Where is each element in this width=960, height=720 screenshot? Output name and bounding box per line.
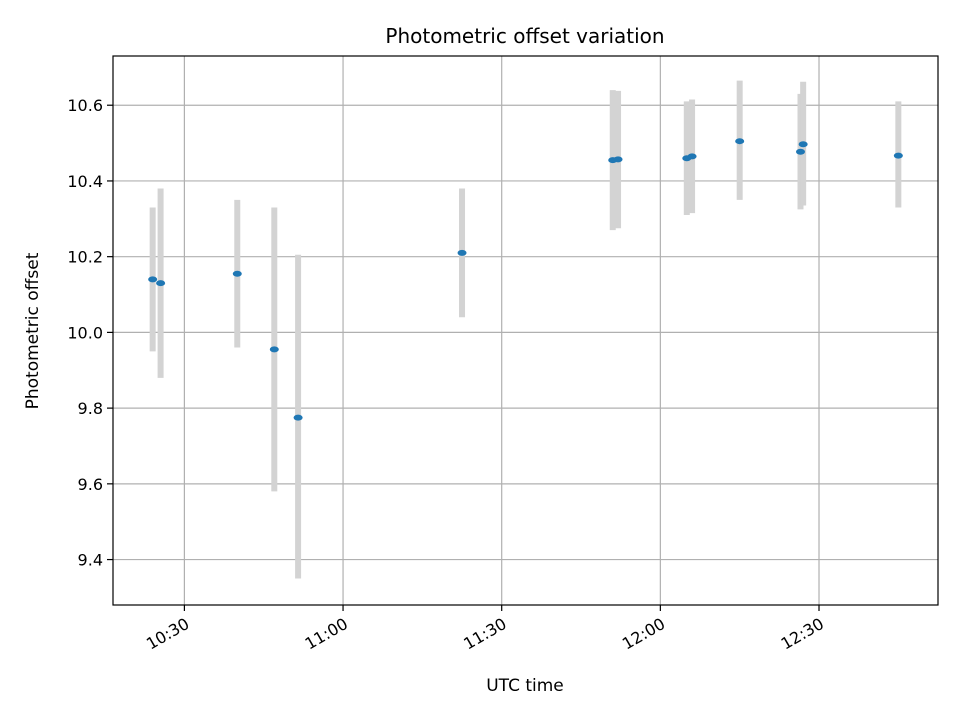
y-tick-label: 10.4 xyxy=(67,172,103,191)
data-point xyxy=(232,270,242,277)
data-point xyxy=(269,346,279,353)
data-point xyxy=(457,249,467,256)
data-point xyxy=(796,148,805,155)
data-point xyxy=(687,153,697,160)
y-axis-ticks: 9.4 9.6 9.8 10.0 10.2 10.4 10.6 xyxy=(67,96,113,570)
y-tick-label: 10.2 xyxy=(67,248,103,267)
x-axis-label: UTC time xyxy=(486,676,564,696)
data-point xyxy=(148,276,158,283)
data-point xyxy=(156,280,166,287)
data-point xyxy=(613,156,623,163)
y-tick-label: 9.4 xyxy=(78,551,103,570)
y-tick-label: 10.6 xyxy=(67,96,103,115)
y-tick-label: 10.0 xyxy=(67,323,103,342)
data-point xyxy=(893,152,903,159)
data-point xyxy=(735,138,745,145)
data-point xyxy=(293,414,303,421)
plot-frame xyxy=(112,55,939,606)
y-tick-label: 9.6 xyxy=(78,475,103,494)
data-points xyxy=(148,138,903,421)
data-point xyxy=(798,141,808,148)
y-tick-label: 9.8 xyxy=(78,399,103,418)
chart-title: Photometric offset variation xyxy=(385,24,664,48)
y-axis-label: Photometric offset xyxy=(23,252,43,409)
grid-lines xyxy=(113,56,938,605)
